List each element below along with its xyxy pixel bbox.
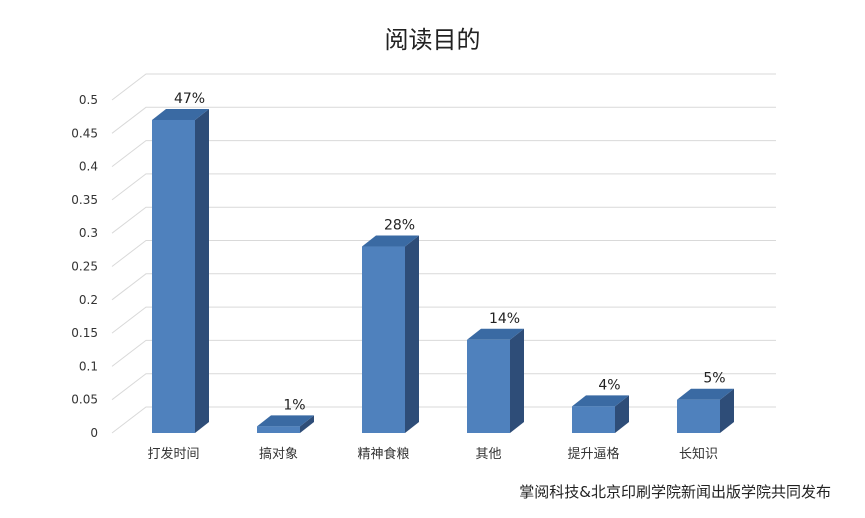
gridline: [111, 406, 776, 434]
bar-side: [510, 328, 524, 433]
y-tick-label: 0: [90, 426, 98, 440]
source-note: 掌阅科技&北京印刷学院新闻出版学院共同发布: [519, 483, 831, 501]
bar-side: [405, 235, 419, 433]
data-label: 4%: [598, 377, 620, 393]
bar-top: [572, 395, 629, 407]
y-tick-label: 0.4: [79, 160, 98, 174]
data-label: 14%: [489, 311, 520, 327]
bar-top: [152, 108, 209, 120]
gridline: [111, 240, 776, 267]
data-label: 28%: [384, 218, 415, 234]
data-label: 5%: [703, 371, 725, 387]
bar-side: [300, 415, 314, 433]
bar-front: [152, 119, 195, 433]
bar-side: [720, 388, 734, 433]
y-tick-label: 0.35: [71, 193, 98, 207]
bar: [572, 395, 629, 433]
gridline: [111, 206, 776, 234]
gridline: [111, 339, 776, 367]
bar-side: [195, 108, 209, 433]
gridlines: [111, 73, 776, 434]
gridline: [111, 173, 776, 201]
gridline: [111, 306, 776, 334]
bar: [467, 328, 524, 433]
data-label: 47%: [174, 91, 205, 107]
bar: [152, 108, 209, 433]
bar-front: [257, 426, 300, 433]
bar-front: [467, 339, 510, 433]
y-tick-label: 0.05: [71, 393, 98, 407]
x-category-label: 精神食粮: [357, 446, 409, 462]
x-axis-categories: 打发时间 搞对象 精神食粮 其他 提升逼格 长知识: [147, 446, 718, 462]
gridline: [111, 273, 776, 301]
gridline: [111, 73, 776, 101]
y-tick-label: 0.1: [79, 359, 98, 373]
gridline: [111, 106, 776, 134]
x-category-label: 长知识: [679, 446, 718, 462]
bar-top: [362, 235, 419, 247]
bar-top: [467, 328, 524, 340]
y-tick-label: 0.25: [71, 260, 98, 274]
bar-top: [257, 415, 314, 427]
bar: [677, 388, 734, 433]
gridline: [111, 373, 776, 401]
bar-front: [677, 399, 720, 433]
x-category-label: 打发时间: [147, 446, 199, 462]
gridline: [111, 140, 776, 167]
chart-title: 阅读目的: [384, 26, 481, 54]
data-label: 1%: [283, 397, 305, 413]
y-axis-ticks: 0 0.05 0.1 0.15 0.2 0.25 0.3 0.35 0.4 0.45 0.5: [71, 93, 98, 440]
bar-front: [362, 246, 405, 433]
bars: [152, 108, 734, 433]
x-category-label: 搞对象: [259, 446, 298, 462]
data-labels: 47% 1% 28% 14% 4% 5%: [174, 91, 726, 413]
bar-top: [677, 388, 734, 400]
y-tick-label: 0.15: [71, 326, 98, 340]
y-tick-label: 0.3: [79, 226, 98, 240]
bar: [362, 235, 419, 433]
bar-front: [572, 406, 615, 433]
y-tick-label: 0.2: [79, 293, 98, 307]
y-tick-label: 0.5: [79, 93, 98, 107]
x-category-label: 提升逼格: [567, 446, 619, 462]
x-category-label: 其他: [475, 447, 501, 462]
bar-side: [615, 395, 629, 433]
bar: [257, 415, 314, 433]
y-tick-label: 0.45: [71, 126, 98, 140]
